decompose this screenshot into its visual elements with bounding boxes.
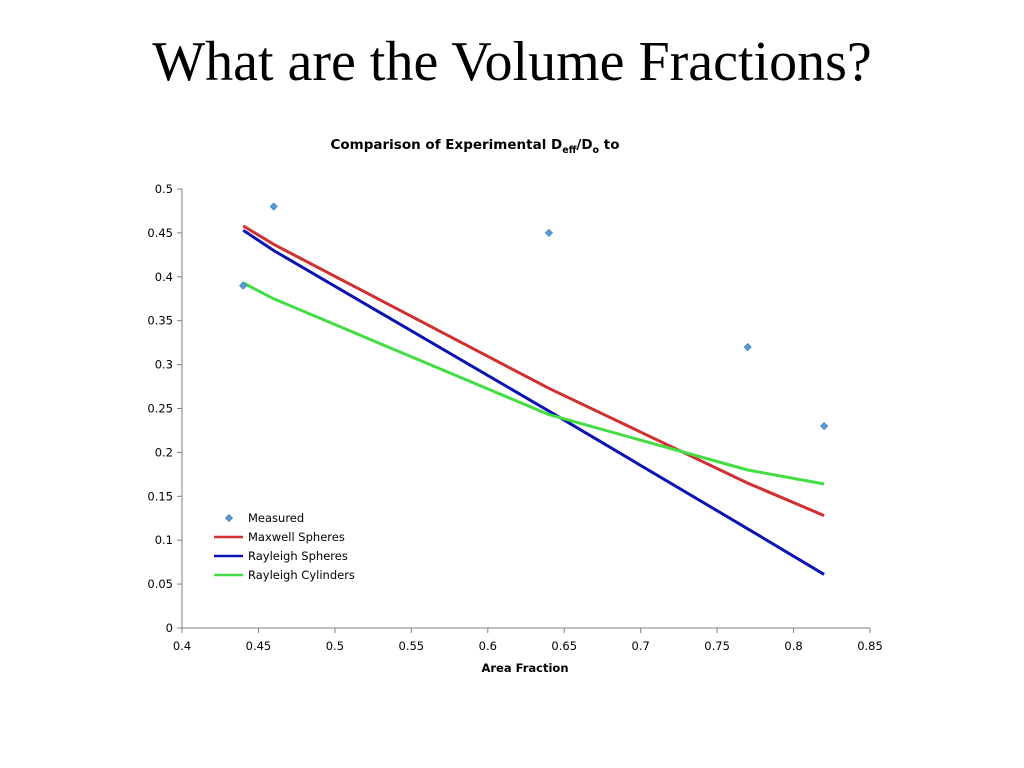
- y-tick-label: 0.15: [147, 489, 173, 503]
- series-line-rayleigh-spheres: [242, 229, 825, 576]
- x-tick-label: 0.5: [326, 639, 344, 653]
- data-point-measured: [743, 343, 752, 352]
- axes: 0 0.05 0.1 0.15 0.2 0.25 0.3 0.35 0.4 0.45 0.5 0.4 0…: [147, 182, 882, 653]
- x-tick-label: 0.45: [246, 639, 272, 653]
- y-tick-label: 0.3: [155, 358, 173, 372]
- data-point-measured: [820, 422, 829, 431]
- y-tick-label: 0.1: [155, 533, 173, 547]
- legend-label-maxwell-spheres: Maxwell Spheres: [248, 530, 345, 544]
- y-tick-label: 0.05: [147, 577, 173, 591]
- plot-markers: [239, 202, 829, 431]
- chart-title-prefix: Comparison of Experimental D: [331, 137, 563, 153]
- chart-title-suffix: to: [599, 137, 619, 153]
- data-point-measured: [544, 228, 553, 237]
- slide-title: What are the Volume Fractions?: [152, 31, 872, 93]
- chart-title-subscript-o: o: [593, 145, 600, 156]
- x-tick-label: 0.6: [479, 639, 497, 653]
- y-tick-label: 0.4: [155, 270, 173, 284]
- legend-swatch-measured: [224, 513, 234, 523]
- legend-label-measured: Measured: [248, 511, 304, 525]
- data-point-measured: [269, 202, 278, 211]
- y-tick-label: 0.5: [155, 182, 173, 196]
- legend-label-rayleigh-spheres: Rayleigh Spheres: [248, 549, 348, 563]
- x-axis-label: Area Fraction: [481, 661, 568, 675]
- x-tick-label: 0.8: [784, 639, 802, 653]
- legend-label-rayleigh-cylinders: Rayleigh Cylinders: [248, 568, 355, 582]
- chart-title-middle: /D: [576, 137, 592, 153]
- data-point-measured: [239, 281, 248, 290]
- legend: Measured Maxwell Spheres Rayleigh Spheres R…: [214, 511, 355, 582]
- y-tick-label: 0.45: [147, 226, 173, 240]
- y-tick-label: 0: [166, 621, 173, 635]
- y-tick-label: 0.2: [155, 445, 173, 459]
- x-tick-label: 0.85: [857, 639, 883, 653]
- plot-lines: [242, 224, 825, 576]
- x-tick-label: 0.55: [399, 639, 425, 653]
- series-line-maxwell-spheres: [242, 224, 825, 517]
- chart-title-subscript-eff: eff: [562, 145, 576, 156]
- series-line-rayleigh-cylinders: [242, 281, 825, 486]
- x-tick-label: 0.4: [173, 639, 191, 653]
- x-tick-label: 0.65: [551, 639, 577, 653]
- chart-title: Comparison of Experimental Deff/Do to: [331, 137, 620, 156]
- x-tick-label: 0.75: [704, 639, 730, 653]
- y-tick-label: 0.35: [147, 314, 173, 328]
- x-tick-label: 0.7: [632, 639, 650, 653]
- y-tick-label: 0.25: [147, 402, 173, 416]
